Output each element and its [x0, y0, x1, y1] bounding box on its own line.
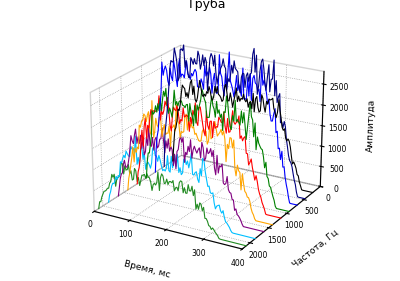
Title: Труба: Труба	[187, 0, 225, 12]
X-axis label: Время, мс: Время, мс	[123, 259, 171, 280]
Y-axis label: Частота, Гц: Частота, Гц	[291, 228, 340, 270]
